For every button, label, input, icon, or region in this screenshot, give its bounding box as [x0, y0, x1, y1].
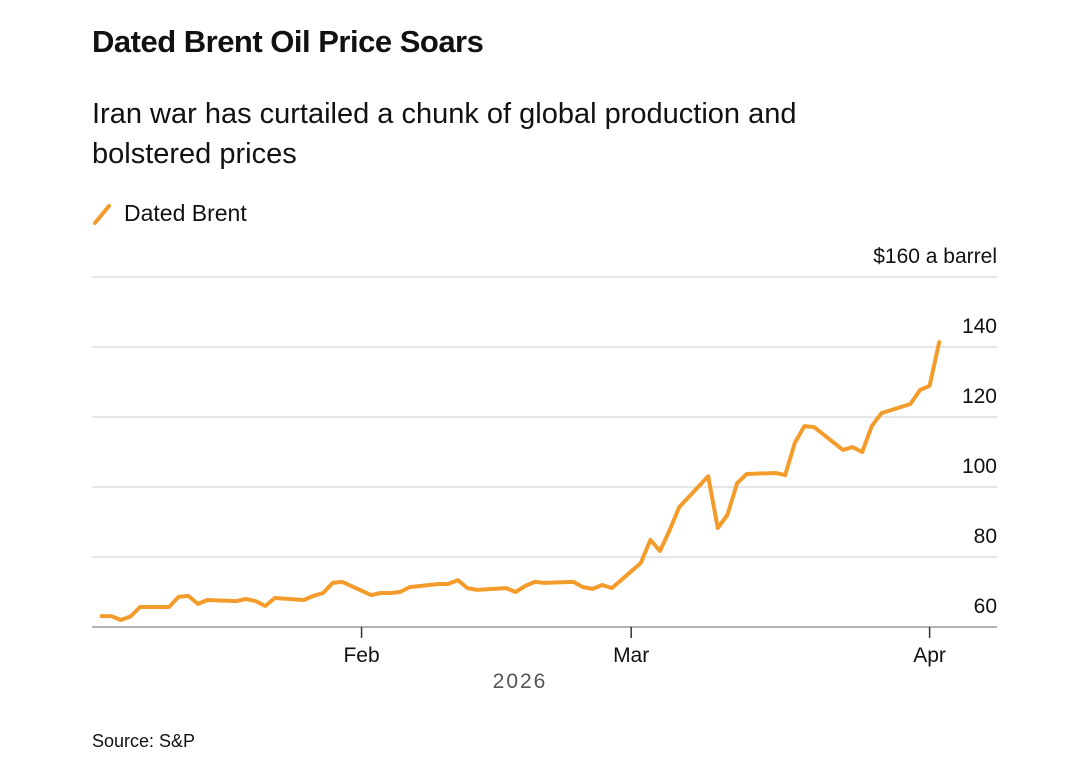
x-axis-label: 2026: [493, 670, 548, 693]
y-tick-label: $160 a barrel: [873, 245, 997, 268]
legend-label: Dated Brent: [124, 200, 247, 226]
legend-swatch: [93, 203, 111, 225]
x-tick-label: Mar: [613, 644, 649, 667]
source: Source: S&P: [92, 731, 196, 751]
chart-title: Dated Brent Oil Price Soars: [92, 24, 484, 59]
x-tick-label: Feb: [343, 644, 379, 667]
y-tick-label: 120: [962, 385, 997, 408]
y-tick-label: 80: [974, 525, 997, 548]
y-tick-label: 140: [962, 315, 997, 338]
y-tick-label: 100: [962, 455, 997, 478]
data-line: [99, 340, 942, 622]
legend: Dated Brent: [92, 200, 247, 227]
chart-subtitle: Iran war has curtailed a chunk of global…: [92, 98, 797, 170]
legend-line: [93, 203, 111, 225]
x-tick-label: Apr: [913, 644, 946, 667]
y-tick-label: 60: [974, 595, 997, 618]
